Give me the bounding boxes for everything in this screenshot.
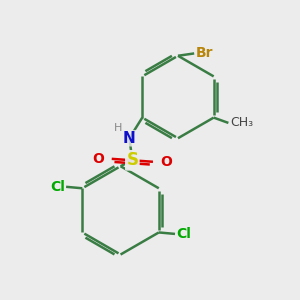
Text: O: O: [160, 155, 172, 169]
Text: H: H: [114, 123, 122, 133]
Text: S: S: [126, 151, 138, 169]
Text: Cl: Cl: [50, 180, 64, 194]
Text: Br: Br: [196, 46, 213, 60]
Text: N: N: [123, 131, 136, 146]
Text: Cl: Cl: [176, 227, 191, 241]
Text: CH₃: CH₃: [230, 116, 253, 129]
Text: O: O: [92, 152, 104, 166]
